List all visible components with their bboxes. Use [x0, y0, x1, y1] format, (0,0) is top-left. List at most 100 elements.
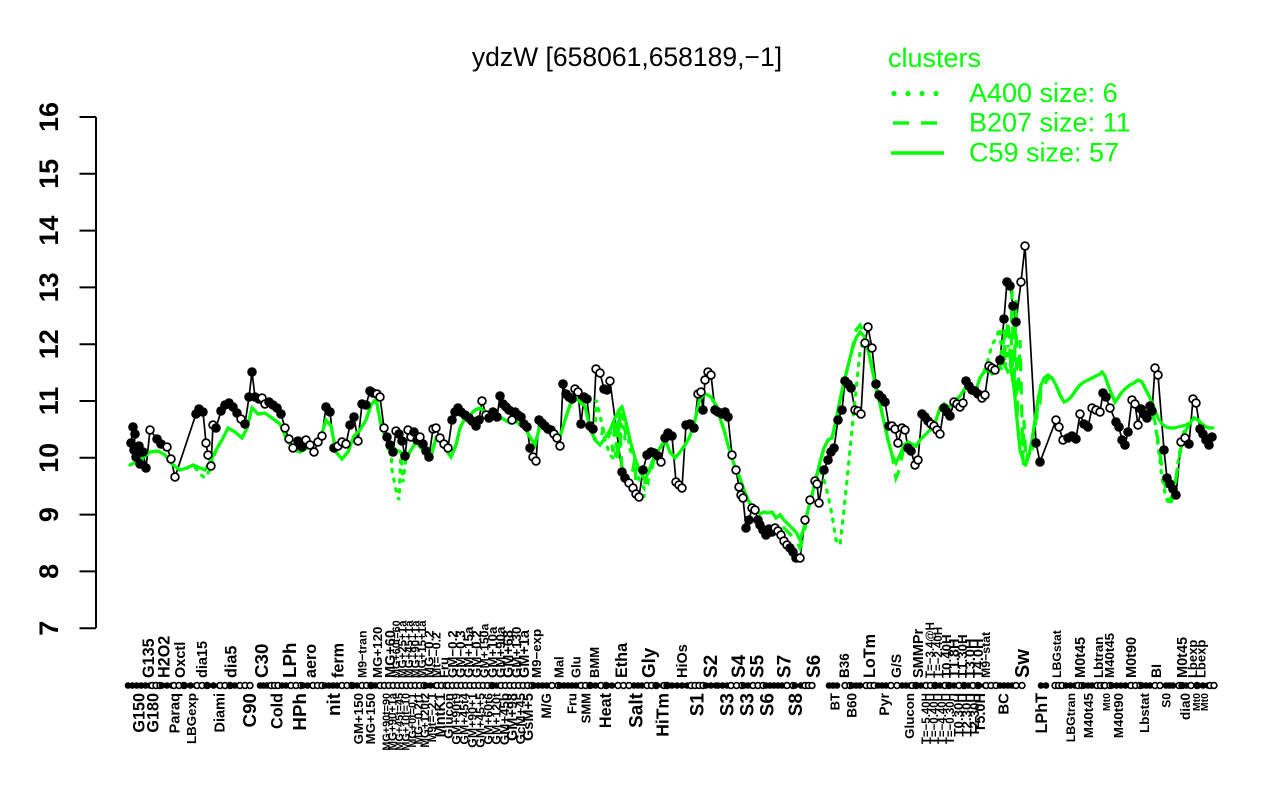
- svg-text:GM+120t: GM+120t: [489, 693, 503, 745]
- svg-text:T0.40H: T0.40H: [939, 634, 954, 678]
- svg-text:GM+98: GM+98: [505, 693, 521, 741]
- svg-text:M/G: M/G: [539, 693, 554, 719]
- svg-text:BC: BC: [995, 693, 1012, 715]
- svg-text:GM+90a: GM+90a: [493, 626, 508, 678]
- svg-text:Lbtran: Lbtran: [1091, 637, 1106, 678]
- svg-text:13: 13: [34, 272, 64, 302]
- svg-text:S8: S8: [786, 693, 807, 716]
- svg-text:HPh: HPh: [289, 693, 310, 731]
- svg-text:dia5: dia5: [222, 646, 240, 678]
- svg-text:S3: S3: [717, 693, 738, 716]
- svg-text:BI: BI: [1148, 664, 1164, 678]
- svg-text:Fru: Fru: [565, 693, 580, 714]
- svg-text:GM+15a: GM+15a: [461, 626, 476, 678]
- svg-text:GM−0.3: GM−0.3: [453, 630, 468, 678]
- svg-text:GM+45+5: GM+45+5: [473, 693, 487, 748]
- svg-text:8: 8: [34, 564, 64, 579]
- svg-text:LPh: LPh: [279, 643, 300, 678]
- svg-text:M9−tran: M9−tran: [355, 631, 369, 679]
- svg-text:MG+90+1a: MG+90+1a: [411, 620, 423, 678]
- svg-text:Diami: Diami: [213, 693, 229, 733]
- svg-text:T=−5.40H: T=−5.40H: [921, 693, 933, 744]
- svg-text:S0: S0: [1159, 693, 1173, 708]
- svg-text:M40t45: M40t45: [1081, 692, 1096, 738]
- svg-text:BT: BT: [828, 693, 843, 710]
- svg-text:Mt0: Mt0: [1101, 693, 1113, 711]
- svg-text:15: 15: [34, 159, 64, 189]
- svg-text:S6: S6: [757, 693, 778, 716]
- svg-text:M0t45: M0t45: [1175, 637, 1191, 678]
- svg-text:B36: B36: [837, 653, 852, 678]
- svg-text:T3.0H: T3.0H: [963, 639, 979, 679]
- svg-text:GsM+5: GsM+5: [521, 693, 537, 741]
- svg-text:GM−0.2: GM−0.2: [469, 630, 484, 678]
- svg-text:nit: nit: [323, 692, 344, 716]
- svg-text:M0t90: M0t90: [1124, 637, 1140, 678]
- svg-text:14: 14: [34, 216, 64, 246]
- svg-text:HiTm: HiTm: [652, 693, 672, 737]
- svg-text:Lbexp: Lbexp: [1194, 640, 1209, 678]
- svg-text:M9−stat: M9−stat: [979, 632, 993, 678]
- svg-text:B60: B60: [844, 693, 859, 718]
- svg-text:GM+90t9: GM+90t9: [449, 693, 463, 745]
- svg-text:MG−0.2t1: MG−0.2t1: [414, 692, 426, 744]
- svg-text:T1.30H: T1.30H: [955, 634, 970, 678]
- svg-text:MG+150: MG+150: [363, 693, 378, 744]
- svg-text:GM+90+1: GM+90+1: [465, 693, 479, 748]
- svg-text:MG+120: MG+120: [370, 627, 385, 678]
- svg-text:GM+68: GM+68: [501, 630, 517, 678]
- svg-text:MG+90t=90: MG+90t=90: [381, 693, 393, 751]
- svg-text:aero: aero: [302, 644, 320, 678]
- svg-text:A400 size: 6: A400 size: 6: [969, 78, 1118, 108]
- svg-text:B207 size: 11: B207 size: 11: [969, 108, 1131, 138]
- svg-text:G135: G135: [140, 638, 158, 678]
- svg-text:GM+45b: GM+45b: [497, 693, 512, 745]
- svg-text:T5.0H: T5.0H: [973, 693, 989, 733]
- svg-text:GM+1a: GM+1a: [517, 629, 533, 678]
- svg-text:clusters: clusters: [888, 43, 981, 73]
- svg-text:T=−0.30H: T=−0.30H: [945, 693, 957, 744]
- svg-text:10: 10: [34, 443, 64, 473]
- svg-text:GM+45t4: GM+45t4: [457, 693, 471, 745]
- svg-text:S4: S4: [729, 654, 750, 678]
- svg-text:GM+150: GM+150: [351, 693, 366, 744]
- svg-text:GcM+45: GcM+45: [513, 692, 528, 744]
- svg-text:Lbexp: Lbexp: [1185, 640, 1200, 678]
- svg-text:LBGtran: LBGtran: [1064, 693, 1078, 742]
- svg-text:T2.30H: T2.30H: [967, 693, 982, 737]
- svg-text:dia15: dia15: [195, 641, 211, 678]
- svg-text:H2O2: H2O2: [155, 636, 173, 678]
- svg-text:BMM: BMM: [587, 647, 602, 678]
- svg-text:16: 16: [34, 102, 64, 132]
- svg-text:Fru: Fru: [437, 657, 452, 678]
- svg-text:LBGstat: LBGstat: [1050, 630, 1064, 678]
- svg-text:Heat: Heat: [597, 692, 615, 728]
- svg-text:MG+90+1a: MG+90+1a: [388, 692, 400, 750]
- svg-text:MG+45+1a: MG+45+1a: [404, 620, 416, 678]
- svg-text:MG+15+1a: MG+15+1a: [417, 620, 429, 678]
- svg-text:LPhT: LPhT: [1033, 693, 1051, 734]
- svg-text:MG+25+1a: MG+25+1a: [398, 620, 410, 678]
- svg-text:7: 7: [34, 621, 64, 636]
- svg-text:Sw: Sw: [1012, 649, 1034, 678]
- svg-text:MG+60: MG+60: [383, 630, 399, 678]
- svg-text:T=−4.40H: T=−4.40H: [937, 693, 949, 744]
- svg-text:T=−3.4@H: T=−3.4@H: [925, 622, 937, 678]
- svg-text:Mt0: Mt0: [1199, 693, 1211, 711]
- svg-text:MG+60t=60: MG+60t=60: [391, 620, 403, 678]
- svg-text:Oxctl: Oxctl: [173, 642, 189, 678]
- svg-text:M9t=−2.1: M9t=−2.1: [427, 692, 439, 742]
- svg-text:T1.8H: T1.8H: [947, 639, 963, 679]
- svg-text:M0t45: M0t45: [1073, 637, 1089, 678]
- svg-text:C30: C30: [251, 644, 272, 678]
- svg-text:GM+150a: GM+150a: [477, 623, 491, 678]
- svg-text:T=−0.40H: T=−0.40H: [929, 693, 941, 744]
- svg-text:9: 9: [34, 507, 64, 522]
- svg-text:LBGexp: LBGexp: [184, 693, 199, 744]
- svg-text:GM+10a: GM+10a: [485, 626, 500, 678]
- svg-text:LoTm: LoTm: [861, 634, 879, 678]
- svg-text:MG−0.2: MG−0.2: [421, 630, 436, 678]
- svg-text:Glucon: Glucon: [441, 693, 456, 739]
- svg-text:12: 12: [34, 329, 64, 359]
- svg-text:Pyr: Pyr: [876, 692, 892, 715]
